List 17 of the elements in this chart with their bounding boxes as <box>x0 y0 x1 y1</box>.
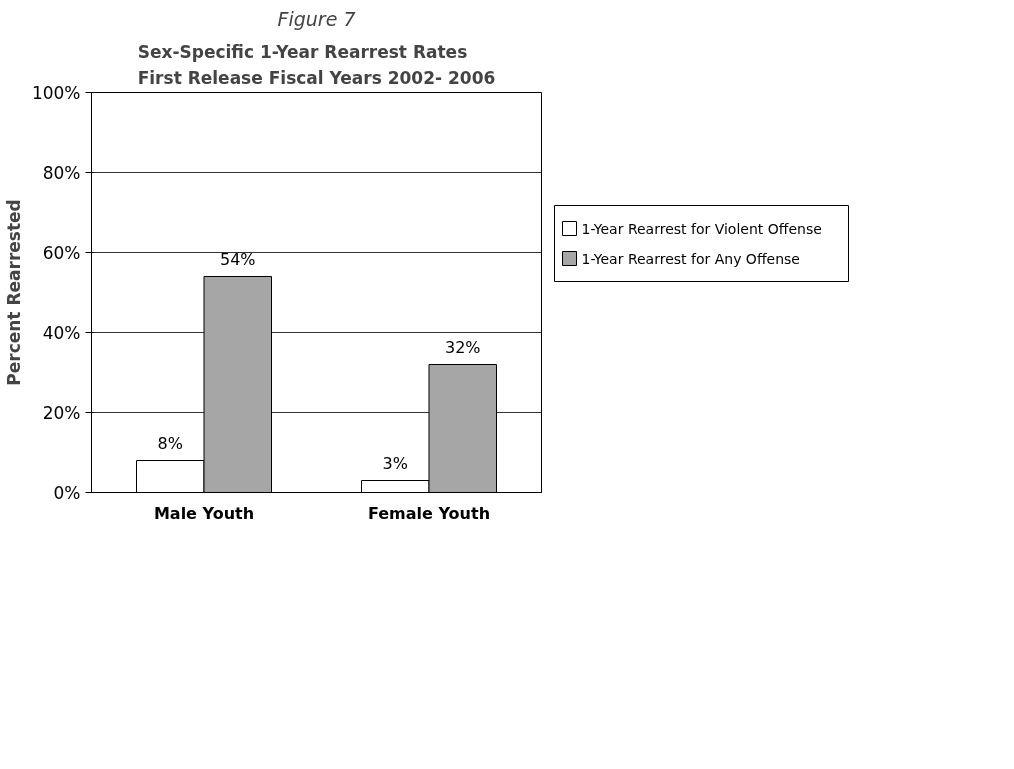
data-label: 54% <box>219 249 256 269</box>
data-label: 8% <box>157 433 183 453</box>
chart-title: Figure 7 <box>277 7 356 30</box>
data-label: 32% <box>444 337 481 357</box>
y-tick-label: 60% <box>42 242 81 263</box>
data-label: 3% <box>382 453 408 473</box>
y-tick-label: 20% <box>42 402 81 423</box>
chart-subtitle: Sex-Specific 1-Year Rearrest Rates First Release Fiscal Years 2002- 2006 <box>137 41 496 88</box>
y-tick-label: 40% <box>42 322 81 343</box>
legend-label: 1-Year Rearrest for Any Offense <box>581 250 800 267</box>
y-axis-title: Percent Rearrested <box>3 199 24 386</box>
y-tick-label: 0% <box>53 482 81 503</box>
legend-label: 1-Year Rearrest for Violent Offense <box>581 220 822 237</box>
y-tick-label: 80% <box>42 162 81 183</box>
x-tick-label: Male Youth <box>153 503 255 523</box>
y-tick-label: 100% <box>31 82 81 103</box>
x-tick-label: Female Youth <box>367 503 491 523</box>
